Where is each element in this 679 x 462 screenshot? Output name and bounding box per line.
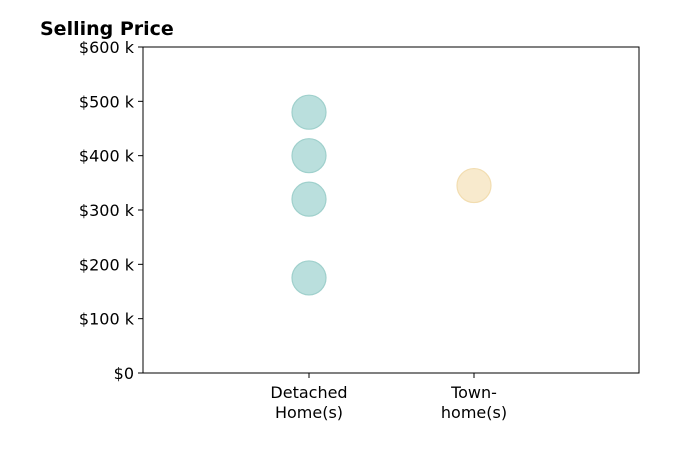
x-tick-label: Detached: [270, 383, 347, 402]
y-tick-label: $600 k: [79, 38, 135, 57]
y-tick-label: $200 k: [79, 255, 135, 274]
data-points: [291, 94, 492, 296]
y-tick-label: $100 k: [79, 310, 135, 329]
y-axis: $0 $100 k $200 k $300 k $400 k $500 k $600 k: [79, 38, 143, 383]
data-point: [456, 167, 492, 204]
data-point: [291, 138, 327, 174]
x-tick-label: Home(s): [275, 403, 343, 422]
data-point: [291, 181, 327, 217]
data-point: [291, 94, 327, 130]
y-tick-label: $300 k: [79, 201, 135, 220]
plot-area-frame: [142, 46, 640, 374]
y-tick-label: $500 k: [79, 92, 135, 111]
y-tick-label: $400 k: [79, 147, 135, 166]
data-point: [291, 260, 327, 296]
x-tick-label: Town-: [450, 383, 497, 402]
chart-title: Selling Price: [40, 18, 174, 40]
y-tick-label: $0: [114, 364, 134, 383]
x-tick-label: home(s): [441, 403, 507, 422]
